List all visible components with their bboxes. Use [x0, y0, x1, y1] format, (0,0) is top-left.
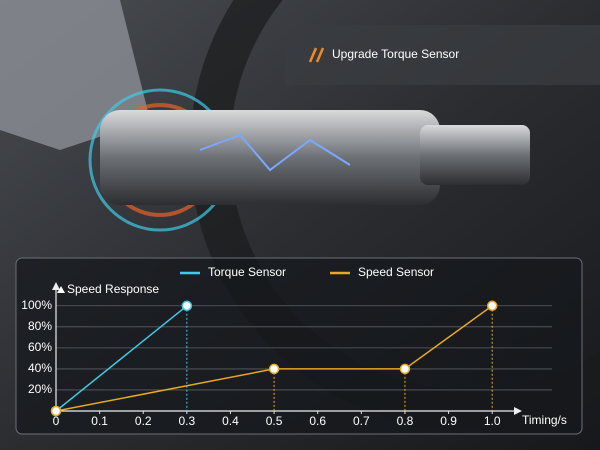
- y-label-arrow: [57, 286, 65, 293]
- title-box: [285, 25, 600, 85]
- y-tick-label: 40%: [28, 361, 52, 375]
- y-tick-label: 100%: [21, 298, 52, 312]
- x-tick-label: 0: [53, 414, 60, 428]
- legend-label: Torque Sensor: [208, 265, 286, 279]
- point: [268, 363, 280, 375]
- x-axis-label: Timing/s: [522, 413, 567, 427]
- series-line: [55, 305, 188, 412]
- legend-label: Speed Sensor: [358, 265, 434, 279]
- x-tick-label: 0.9: [440, 414, 457, 428]
- spark: [199, 133, 351, 172]
- point: [486, 300, 498, 312]
- y-tick-label: 60%: [28, 340, 52, 354]
- plot: 20% 40% 60% 80% 100% 0 0.1 0.2 0.3 0.4 0.5 0.6 0.7 0.…: [21, 265, 567, 428]
- point: [399, 363, 411, 375]
- point: [50, 405, 62, 417]
- motor-shaft: [100, 110, 440, 205]
- x-tick-label: 0.4: [222, 414, 239, 428]
- x-tick-label: 0.1: [91, 414, 108, 428]
- x-axis-arrow: [514, 407, 522, 415]
- x-tick-label: 0.5: [266, 414, 283, 428]
- point: [181, 300, 193, 312]
- y-axis-arrow: [52, 282, 60, 290]
- x-tick-label: 0.7: [353, 414, 370, 428]
- y-tick-label: 80%: [28, 319, 52, 333]
- x-tick-label: 0.8: [397, 414, 414, 428]
- x-tick-label: 0.3: [179, 414, 196, 428]
- y-axis-label: Speed Response: [67, 282, 159, 296]
- x-tick-label: 0.6: [309, 414, 326, 428]
- x-tick-label: 1.0: [484, 414, 501, 428]
- y-tick-label: 20%: [28, 382, 52, 396]
- title-icon: [308, 47, 325, 63]
- x-tick-label: 0.2: [135, 414, 152, 428]
- series-line: [55, 305, 493, 412]
- axle: [420, 125, 530, 185]
- title: Upgrade Torque Sensor: [332, 47, 459, 61]
